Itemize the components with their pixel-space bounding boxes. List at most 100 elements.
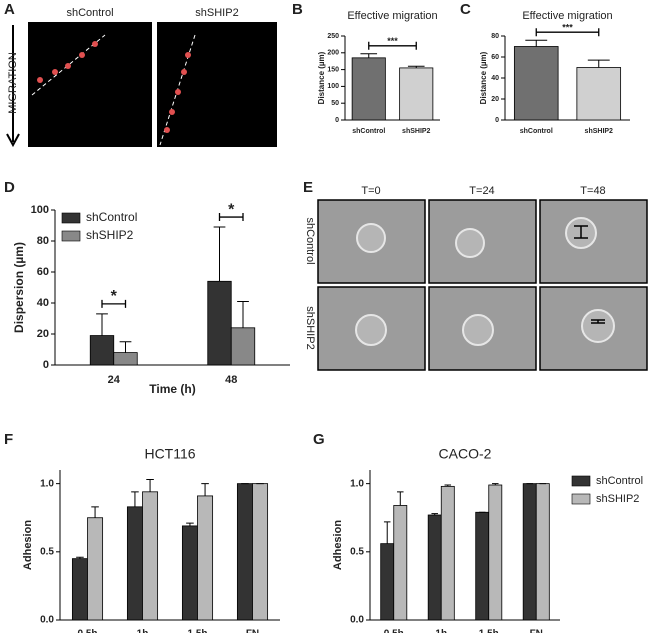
y-tick-label: 0: [43, 359, 49, 371]
bar: [380, 543, 395, 621]
x-tick-label: 48: [225, 374, 237, 386]
y-tick-label: 150: [327, 66, 339, 73]
panel-label: F: [4, 431, 13, 448]
y-axis-label: Adhesion: [22, 520, 34, 570]
y-tick-label: 60: [491, 54, 499, 61]
x-tick-label: shControl: [520, 128, 553, 135]
panel-label: A: [4, 1, 15, 18]
x-tick-label: 1.5h: [187, 629, 207, 633]
bar: [236, 483, 253, 621]
error-bar: [492, 483, 499, 485]
image: [28, 22, 152, 147]
bar: [230, 327, 256, 366]
y-tick-label: 0.5: [40, 546, 54, 557]
bar: [87, 517, 104, 621]
legend-label: shSHIP2: [86, 228, 134, 242]
y-tick-label: 0.5: [350, 546, 364, 557]
significance-label: *: [111, 288, 118, 305]
significance-label: ***: [562, 23, 573, 33]
y-axis-label: Distance (µm): [317, 51, 326, 104]
bar: [427, 514, 442, 621]
x-tick-label: 1h: [435, 629, 447, 633]
error-bar: [213, 226, 226, 282]
chart-title: CACO-2: [439, 446, 492, 462]
error-bar: [91, 506, 99, 518]
bar: [252, 483, 269, 621]
error-bar: [431, 513, 438, 515]
legend-label: shSHIP2: [596, 493, 639, 505]
x-tick-label: shSHIP2: [585, 128, 614, 135]
y-tick-label: 80: [491, 33, 499, 40]
bar: [351, 57, 386, 121]
y-tick-label: 50: [331, 100, 339, 107]
column-label: T=48: [580, 185, 605, 197]
bar: [207, 280, 232, 366]
row-label: shSHIP2: [304, 306, 316, 349]
y-tick-label: 1.0: [40, 478, 54, 489]
bar: [142, 491, 159, 621]
y-tick-label: 250: [327, 33, 339, 40]
error-bar: [76, 556, 84, 559]
y-tick-label: 1.0: [350, 478, 364, 489]
x-tick-label: 0.5h: [77, 629, 97, 633]
column-label: T=24: [469, 185, 494, 197]
error-bar: [525, 39, 548, 47]
bar: [181, 525, 198, 621]
panel-label: D: [4, 179, 15, 196]
bar: [475, 511, 490, 621]
significance-bracket: [101, 299, 127, 308]
image-grid: [317, 199, 648, 371]
error-bar: [383, 521, 391, 544]
y-tick-label: 100: [31, 204, 49, 216]
bar: [393, 505, 408, 621]
error-bar: [444, 484, 452, 487]
legend-swatch: [571, 475, 591, 487]
image-label: shControl: [66, 7, 113, 19]
bar: [89, 335, 115, 366]
x-tick-label: FN: [530, 629, 543, 633]
bar: [535, 483, 550, 621]
chart-title: Effective migration: [347, 10, 437, 22]
bar: [197, 495, 214, 621]
x-axis-label: Time (h): [149, 382, 195, 396]
x-tick-label: 0.5h: [384, 629, 404, 633]
y-tick-label: 40: [37, 297, 49, 309]
legend-swatch: [571, 493, 591, 505]
y-axis-label: Dispersion (µm): [12, 242, 26, 333]
panel-label: C: [460, 1, 471, 18]
y-axis-label: Distance (µm): [479, 51, 488, 104]
image: [157, 22, 277, 147]
y-tick-label: 0: [335, 117, 339, 124]
x-tick-label: 1h: [137, 629, 149, 633]
bar: [440, 485, 455, 621]
y-axis-label: Adhesion: [332, 520, 344, 570]
x-tick-label: 1.5h: [479, 629, 499, 633]
y-tick-label: 80: [37, 235, 49, 247]
y-tick-label: 40: [491, 75, 499, 82]
bar: [399, 67, 434, 121]
bar: [576, 67, 622, 121]
panel-label: E: [303, 179, 313, 196]
bar: [513, 46, 559, 121]
x-tick-label: FN: [246, 629, 259, 633]
chart-title: Effective migration: [522, 10, 612, 22]
cells: [37, 41, 191, 133]
y-tick-label: 60: [37, 266, 49, 278]
dispersion-bar: [574, 225, 605, 324]
error-bar: [360, 53, 378, 58]
image-label: shSHIP2: [195, 7, 238, 19]
legend-label: shControl: [86, 210, 137, 224]
y-tick-label: 100: [327, 83, 339, 90]
bar: [488, 484, 503, 621]
error-bar: [397, 491, 404, 506]
significance-label: ***: [387, 36, 398, 46]
error-bar: [119, 341, 132, 353]
arrow-head: [6, 133, 20, 148]
y-tick-label: 0.0: [350, 615, 364, 626]
x-tick-label: shControl: [352, 128, 385, 135]
chart-title: HCT116: [144, 446, 195, 462]
error-bar: [237, 300, 249, 328]
legend-label: shControl: [596, 475, 643, 487]
y-tick-label: 20: [37, 328, 49, 340]
